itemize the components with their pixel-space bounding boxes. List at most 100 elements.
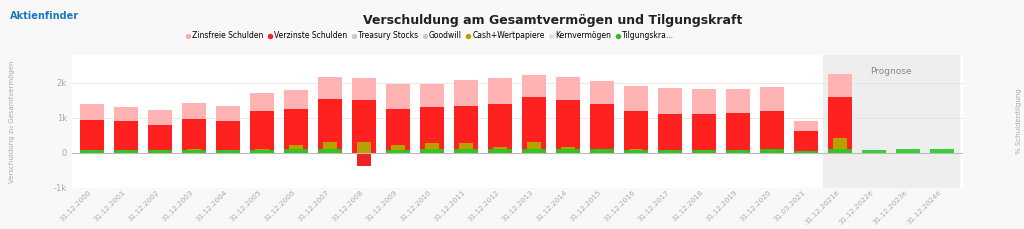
- Bar: [664, 150, 677, 153]
- Text: Verschuldung zu Gesamtvermögen: Verschuldung zu Gesamtvermögen: [9, 60, 15, 183]
- Bar: [828, 149, 852, 153]
- Bar: [561, 147, 574, 153]
- Bar: [630, 149, 643, 153]
- Bar: [187, 149, 201, 153]
- Bar: [657, 88, 682, 114]
- Bar: [834, 138, 847, 153]
- Bar: [556, 100, 581, 153]
- Bar: [352, 100, 377, 153]
- Bar: [657, 150, 682, 153]
- Bar: [556, 77, 581, 100]
- Bar: [425, 143, 439, 153]
- Bar: [487, 104, 512, 153]
- Bar: [590, 149, 614, 153]
- Bar: [80, 150, 104, 153]
- Bar: [114, 107, 138, 121]
- Bar: [352, 78, 377, 100]
- Bar: [896, 149, 921, 153]
- Bar: [494, 147, 507, 153]
- Bar: [216, 106, 241, 121]
- Bar: [590, 104, 614, 153]
- Bar: [85, 150, 98, 153]
- Bar: [760, 111, 784, 153]
- Bar: [726, 113, 751, 153]
- Bar: [765, 150, 779, 153]
- Bar: [250, 93, 274, 111]
- Bar: [624, 86, 648, 111]
- Text: Verschuldung am Gesamtvermögen und Tilgungskraft: Verschuldung am Gesamtvermögen und Tilgu…: [364, 14, 742, 27]
- Bar: [182, 150, 206, 153]
- Bar: [356, 153, 372, 166]
- Bar: [317, 99, 342, 153]
- Bar: [522, 149, 547, 153]
- Bar: [794, 131, 818, 153]
- Bar: [657, 114, 682, 153]
- Bar: [556, 149, 581, 153]
- Bar: [624, 150, 648, 153]
- Bar: [460, 143, 473, 153]
- Bar: [216, 121, 241, 153]
- Bar: [147, 110, 172, 125]
- Bar: [317, 149, 342, 153]
- Bar: [147, 125, 172, 153]
- Text: Aktienfinder: Aktienfinder: [10, 11, 80, 22]
- Bar: [590, 81, 614, 104]
- Bar: [182, 119, 206, 153]
- Bar: [386, 150, 411, 153]
- Bar: [487, 78, 512, 104]
- Bar: [454, 80, 478, 106]
- Bar: [697, 150, 711, 153]
- Bar: [487, 149, 512, 153]
- Bar: [420, 107, 444, 153]
- Bar: [290, 145, 303, 153]
- Bar: [828, 97, 852, 153]
- Bar: [250, 111, 274, 153]
- Bar: [250, 150, 274, 153]
- Bar: [391, 145, 404, 153]
- Bar: [760, 149, 784, 153]
- Bar: [862, 150, 887, 153]
- Text: Prognose: Prognose: [870, 67, 912, 76]
- Bar: [284, 90, 308, 109]
- Bar: [828, 74, 852, 97]
- Bar: [624, 111, 648, 153]
- Bar: [794, 151, 818, 153]
- Bar: [794, 121, 818, 131]
- Bar: [420, 84, 444, 107]
- Bar: [420, 149, 444, 153]
- Bar: [692, 114, 717, 153]
- Bar: [726, 150, 751, 153]
- Bar: [527, 142, 541, 153]
- Bar: [760, 87, 784, 111]
- Bar: [324, 142, 337, 153]
- Bar: [221, 150, 234, 153]
- Bar: [731, 150, 744, 153]
- Bar: [114, 150, 138, 153]
- Bar: [114, 121, 138, 153]
- Bar: [930, 149, 954, 153]
- Bar: [522, 75, 547, 97]
- Bar: [80, 104, 104, 120]
- Bar: [255, 149, 269, 153]
- Bar: [80, 120, 104, 153]
- Bar: [147, 150, 172, 153]
- Bar: [120, 150, 133, 153]
- Bar: [284, 109, 308, 153]
- Bar: [726, 89, 751, 113]
- Bar: [454, 149, 478, 153]
- Bar: [284, 149, 308, 153]
- Bar: [216, 150, 241, 153]
- Bar: [454, 106, 478, 153]
- Bar: [692, 150, 717, 153]
- Text: % Schuldentilgung: % Schuldentilgung: [1016, 88, 1022, 154]
- Bar: [317, 77, 342, 99]
- Bar: [386, 109, 411, 153]
- Bar: [692, 89, 717, 114]
- Bar: [386, 84, 411, 109]
- Bar: [182, 103, 206, 119]
- Bar: [595, 149, 609, 153]
- Bar: [800, 151, 813, 153]
- Bar: [823, 55, 959, 188]
- Bar: [522, 97, 547, 153]
- Bar: [357, 142, 371, 153]
